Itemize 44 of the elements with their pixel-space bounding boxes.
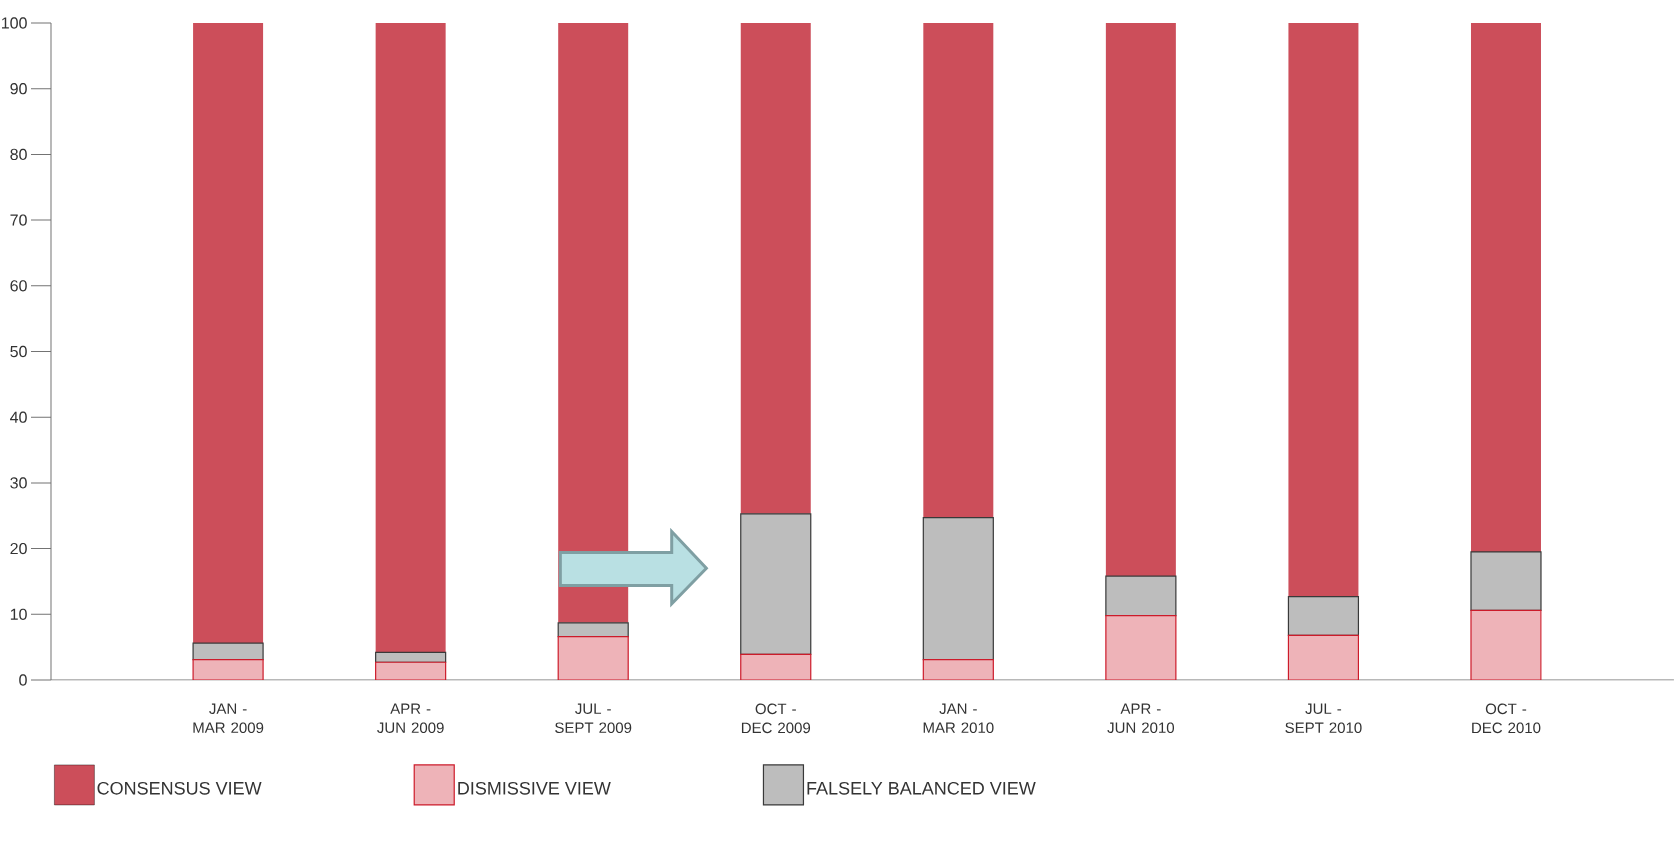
x-tick-label: JAN - MAR 2010 — [923, 703, 994, 733]
y-tick-label: 60 — [10, 280, 27, 292]
bar — [740, 513, 812, 655]
legend-label: CONSENSUS VIEW — [97, 781, 262, 795]
y-tick-label: 90 — [10, 83, 27, 95]
y-tick-label: 40 — [10, 411, 27, 423]
bar — [192, 659, 264, 680]
bar — [923, 22, 994, 518]
y-tick-label: 10 — [10, 608, 27, 620]
x-tick-label: JAN - MAR 2009 — [193, 703, 264, 733]
y-tick-label: 80 — [10, 148, 27, 161]
bar — [1105, 615, 1177, 680]
bar — [375, 22, 446, 653]
legend-label: DISMISSIVE VIEW — [458, 781, 611, 795]
bar — [922, 517, 994, 661]
y-tick-label: 70 — [10, 214, 27, 226]
bar — [192, 642, 264, 661]
x-tick-label: JUL - SEPT 2010 — [1285, 703, 1362, 733]
bar — [375, 651, 447, 663]
legend-label: FALSELY BALANCED VIEW — [807, 781, 1036, 795]
x-tick-label: APR - JUN 2009 — [377, 703, 444, 733]
bar — [1470, 609, 1542, 680]
x-tick-label: JUL - SEPT 2009 — [555, 703, 632, 733]
bar — [193, 22, 264, 644]
x-tick-label: APR - JUN 2010 — [1107, 703, 1175, 733]
y-tick-label: 0 — [19, 674, 27, 686]
x-tick-label: OCT - DEC 2010 — [1472, 703, 1541, 734]
bar — [557, 636, 629, 680]
bar — [1287, 634, 1360, 680]
bar — [922, 659, 994, 680]
y-tick-label: 100 — [2, 17, 27, 29]
y-tick-label: 30 — [10, 477, 27, 489]
x-tick-label: OCT - DEC 2009 — [741, 703, 811, 734]
bar — [1288, 22, 1359, 597]
bar — [557, 622, 629, 638]
y-tick-label: 20 — [10, 542, 27, 555]
bar — [1105, 575, 1177, 617]
bar — [1105, 22, 1176, 577]
bar — [740, 22, 811, 514]
bar — [1470, 22, 1541, 552]
bar — [1470, 551, 1542, 611]
bar — [740, 653, 812, 680]
bar — [1287, 595, 1360, 636]
y-tick-label: 50 — [10, 345, 27, 358]
